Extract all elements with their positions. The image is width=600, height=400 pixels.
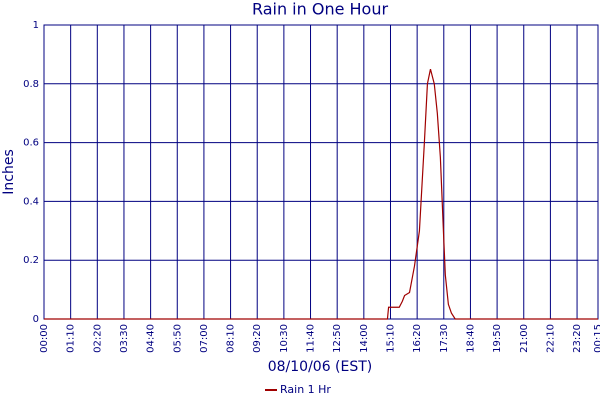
x-tick-label: 03:30 <box>119 324 130 353</box>
plot-border <box>43 24 599 320</box>
x-tick-label: 22:10 <box>545 324 556 353</box>
y-tick-label: 0.2 <box>23 255 39 266</box>
x-tick-label: 23:20 <box>572 324 583 353</box>
chart-title: Rain in One Hour <box>252 0 389 19</box>
x-tick-label: 14:00 <box>359 324 370 353</box>
y-tick-label: 0 <box>33 314 39 325</box>
x-tick-label: 15:10 <box>385 324 396 353</box>
x-tick-label: 00:15 <box>593 324 600 353</box>
y-tick-label: 0.6 <box>23 138 39 149</box>
x-tick-label: 18:40 <box>465 324 476 353</box>
x-tick-label: 07:00 <box>199 324 210 353</box>
y-tick-label: 1 <box>33 20 39 31</box>
x-tick-label: 09:20 <box>252 324 263 353</box>
x-tick-label: 16:20 <box>412 324 423 353</box>
x-tick-label: 19:50 <box>492 324 503 353</box>
x-tick-label: 08:10 <box>226 324 237 353</box>
x-tick-label: 10:30 <box>279 324 290 353</box>
y-axis-label: Inches <box>1 149 17 194</box>
line-series <box>44 68 598 320</box>
x-tick-label: 01:10 <box>66 324 77 353</box>
x-tick-label: 11:40 <box>306 324 317 353</box>
x-tick-label: 02:20 <box>92 324 103 353</box>
x-tick-label: 05:50 <box>172 324 183 353</box>
x-tick-label: 00:00 <box>39 324 50 353</box>
x-tick-label: 17:30 <box>439 324 450 353</box>
x-tick-label: 21:00 <box>519 324 530 353</box>
legend-label: Rain 1 Hr <box>280 383 331 396</box>
y-tick-label: 0.4 <box>23 196 39 207</box>
x-axis-label: 08/10/06 (EST) <box>268 359 373 375</box>
x-tick-label: 04:40 <box>146 324 157 353</box>
y-tick-label: 0.8 <box>23 79 39 90</box>
x-tick-label: 12:50 <box>332 324 343 353</box>
